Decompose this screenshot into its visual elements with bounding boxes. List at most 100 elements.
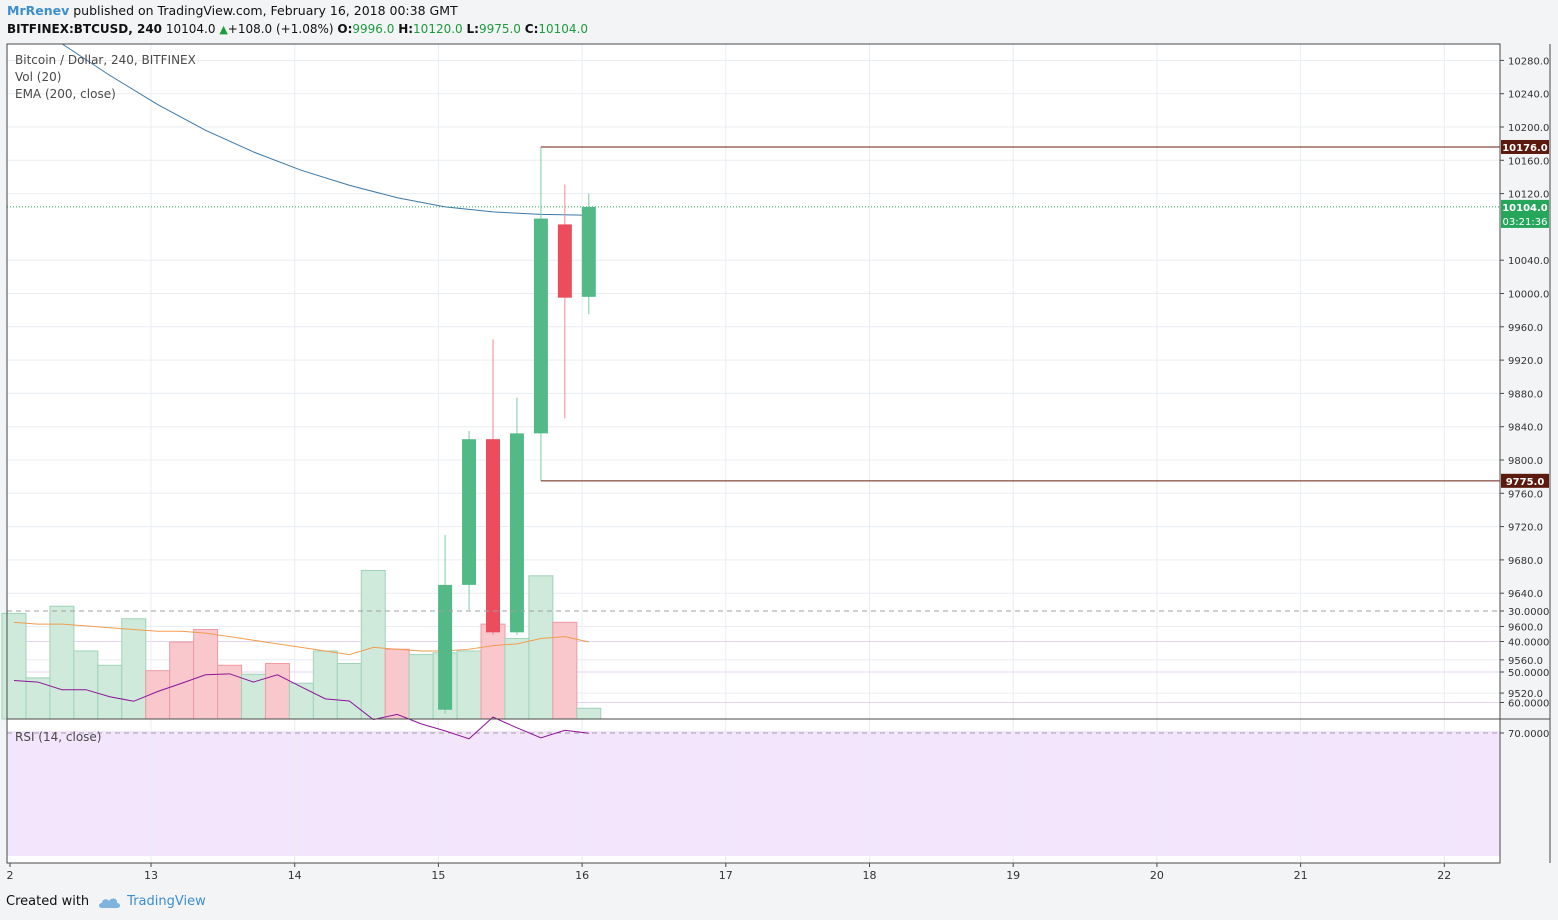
volume-bar — [241, 673, 266, 720]
change-up-icon: ▲ — [219, 23, 228, 36]
axes: 10280.0 10240.0 10200.0 10160.0 10120.0 10040… — [6, 43, 1551, 882]
rsi-tick-label: 70.0000 — [1508, 729, 1549, 740]
candle-body[interactable] — [557, 224, 572, 298]
volume-bar — [384, 648, 410, 720]
rsi-legend: RSI (14, close) — [15, 730, 101, 744]
high-label: H: — [398, 22, 414, 36]
volume-bar — [456, 650, 482, 720]
time-tick-label: 14 — [288, 869, 302, 882]
last-price-tag — [1501, 199, 1549, 228]
volume-bar — [264, 663, 290, 720]
rsi-tick-label: 30.0000 — [1508, 607, 1549, 618]
candle-body[interactable] — [581, 206, 596, 297]
candle-body[interactable] — [438, 584, 453, 710]
candlestick-series[interactable] — [438, 146, 596, 714]
ema-layer — [7, 43, 1500, 216]
price-tick-label: 9760.0 — [1508, 489, 1543, 500]
volume-ma-line — [13, 621, 589, 656]
price-tick-label: 9680.0 — [1508, 556, 1543, 567]
low-label: L: — [466, 22, 479, 36]
rsi-line — [13, 673, 589, 740]
price-tick-label: 9560.0 — [1508, 656, 1543, 667]
time-tick-label: 22 — [1437, 869, 1451, 882]
volume-bar — [528, 575, 554, 720]
volume-legend: Vol (20) — [15, 70, 61, 84]
volume-bar — [1, 612, 27, 720]
price-tick-label: 10120.0 — [1508, 190, 1549, 201]
author-link[interactable]: MrRenev — [7, 3, 70, 18]
volume-bar — [504, 637, 530, 720]
close-value: 10104.0 — [538, 22, 589, 36]
time-tick-label: 16 — [575, 869, 589, 882]
level-price-tag[interactable] — [1501, 473, 1549, 488]
low-value: 9975.0 — [478, 22, 521, 36]
volume-bar — [73, 650, 99, 720]
price-tick-label: 9840.0 — [1508, 423, 1543, 434]
open-label: O: — [337, 22, 353, 36]
close-label: C: — [524, 22, 539, 36]
price-tick-label: 9600.0 — [1508, 623, 1543, 634]
footer: Created with TradingView — [6, 894, 206, 909]
tradingview-link[interactable]: TradingView — [127, 894, 206, 909]
volume-bar — [97, 664, 123, 720]
price-tick-label: 10280.0 — [1508, 56, 1549, 67]
ema-200-line — [61, 43, 589, 216]
rsi-tick-label: 60.0000 — [1508, 699, 1549, 710]
price-change: +108.0 (+1.08%) — [227, 22, 334, 36]
price-tick-label: 9520.0 — [1508, 689, 1543, 700]
main-legend: Bitcoin / Dollar, 240, BITFINEX — [15, 53, 196, 67]
tradingview-cloud-icon — [99, 898, 121, 908]
rsi-tick-label: 50.0000 — [1508, 668, 1549, 679]
candle-body[interactable] — [509, 433, 524, 633]
price-tick-label: 9800.0 — [1508, 456, 1543, 467]
price-tick-label: 10240.0 — [1508, 90, 1549, 101]
time-tick-label: 21 — [1294, 869, 1308, 882]
rsi-band — [7, 731, 1500, 856]
candle-body[interactable] — [533, 218, 548, 434]
publish-info: MrRenev published on TradingView.com, Fe… — [7, 3, 458, 18]
time-tick-label: 17 — [719, 869, 733, 882]
price-tick-label: 9960.0 — [1508, 323, 1543, 334]
bar-countdown-label: 03:21:36 — [1503, 217, 1548, 228]
candle-body[interactable] — [462, 439, 477, 585]
rsi-tick-label: 40.0000 — [1508, 638, 1549, 649]
last-price: 10104.0 — [165, 22, 216, 36]
price-tick-label: 10160.0 — [1508, 156, 1549, 167]
time-tick-label: 18 — [863, 869, 877, 882]
volume-bar — [25, 677, 51, 720]
price-tick-label: 10000.0 — [1508, 290, 1549, 301]
time-tick-label: 20 — [1150, 869, 1164, 882]
price-tick-label: 10040.0 — [1508, 256, 1549, 267]
pane-legends: Bitcoin / Dollar, 240, BITFINEX Vol (20)… — [15, 53, 196, 744]
volume-bar — [49, 605, 75, 720]
symbol-info: BITFINEX:BTCUSD, 240 10104.0 ▲+108.0 (+1… — [7, 22, 588, 36]
volume-bar — [288, 682, 314, 720]
volume-bar — [336, 663, 362, 720]
level-price-label: 10176.0 — [1502, 143, 1548, 154]
level-price-tag[interactable] — [1501, 139, 1549, 154]
open-value: 9996.0 — [352, 22, 395, 36]
price-tick-label: 9880.0 — [1508, 389, 1543, 400]
horizontal-levels[interactable] — [540, 146, 1500, 482]
ema-legend: EMA (200, close) — [15, 87, 116, 101]
last-price-label: 10104.0 — [1502, 203, 1548, 214]
chart-background — [7, 44, 1500, 863]
rsi-pane — [7, 610, 1500, 740]
created-with-text: Created with — [6, 894, 90, 909]
volume-bar — [480, 623, 506, 720]
price-tick-label: 10200.0 — [1508, 123, 1549, 134]
volume-bar — [576, 707, 602, 720]
time-tick-label: 15 — [431, 869, 445, 882]
published-text: published on TradingView.com, February 1… — [73, 3, 458, 18]
volume-bar — [360, 569, 386, 720]
time-tick-label: 2 — [7, 869, 14, 882]
symbol-name: BITFINEX:BTCUSD, 240 — [7, 22, 163, 36]
price-tick-label: 9920.0 — [1508, 356, 1543, 367]
time-tick-label: 19 — [1006, 869, 1020, 882]
candle-body[interactable] — [486, 439, 500, 633]
time-tick-label: 13 — [144, 869, 158, 882]
volume-bar — [312, 650, 338, 720]
volume-bar — [121, 618, 147, 720]
high-value: 10120.0 — [413, 22, 463, 36]
